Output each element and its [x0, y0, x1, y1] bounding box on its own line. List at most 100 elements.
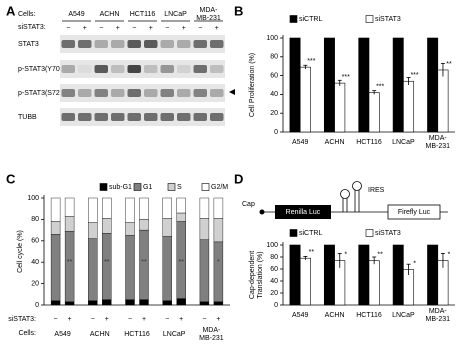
band: [210, 89, 224, 97]
band: [111, 65, 125, 73]
significance: ***: [376, 83, 384, 90]
band: [144, 89, 158, 97]
group-name: LNCaP: [163, 331, 186, 338]
y-label: Cell cycle (%): [17, 230, 24, 273]
bar: [427, 37, 439, 133]
row-label: p-STAT3(S727): [18, 90, 66, 97]
band: [193, 113, 207, 121]
legend-swatch: [289, 15, 298, 23]
band: [127, 113, 141, 121]
band: [210, 113, 224, 121]
legend-swatch: [365, 15, 374, 23]
band: [111, 113, 125, 121]
bar-segment: [64, 197, 75, 217]
bar-segment: [162, 218, 172, 237]
band: [61, 89, 75, 97]
y-tick-label: 100: [266, 35, 278, 42]
band: [94, 113, 108, 121]
bar-segment: [139, 197, 149, 220]
band: [94, 40, 108, 48]
treatment-sign: −: [66, 25, 70, 32]
significance: *: [344, 251, 347, 258]
bar: [392, 244, 404, 306]
band: [193, 65, 207, 73]
significance: **: [104, 259, 110, 266]
category-label: siSTAT3:: [8, 316, 36, 323]
cap: Cap: [242, 201, 255, 208]
legend-label: G1: [143, 184, 152, 191]
bar: [358, 37, 370, 133]
bar-segment: [50, 221, 61, 235]
significance: **: [309, 249, 315, 256]
y-tick-label: 0: [274, 302, 278, 309]
bar-segment: [102, 197, 112, 219]
y-tick-label: 40: [31, 259, 39, 266]
x-tick-label: A549: [292, 139, 308, 146]
legend-label: S: [177, 184, 182, 191]
bar-segment: [162, 300, 172, 306]
bar-segment: [199, 301, 210, 306]
legend-label: sub-G1: [109, 184, 132, 191]
loop: [340, 189, 350, 199]
x-tick-label: −: [128, 316, 132, 323]
band: [160, 65, 174, 73]
legend-swatch: [289, 229, 298, 237]
y-tick-label: 80: [270, 254, 278, 261]
band: [160, 89, 174, 97]
cell-name: ACHN: [100, 11, 120, 18]
bar-segment: [139, 219, 149, 231]
bar: [334, 82, 346, 133]
band: [78, 65, 92, 73]
firefly: Firefly Luc: [398, 209, 431, 216]
panel-label: D: [234, 171, 243, 186]
legend-swatch: [99, 183, 108, 191]
x-tick-label: MDA-MB-231: [426, 135, 451, 150]
x-tick-label: +: [68, 316, 72, 323]
bar: [427, 244, 439, 306]
bar-segment: [64, 230, 75, 302]
bar-segment: [139, 299, 149, 306]
legend-swatch: [167, 183, 176, 191]
band: [144, 40, 158, 48]
band: [177, 65, 191, 73]
row-label: TUBB: [18, 114, 37, 121]
group-name: HCT116: [124, 331, 150, 338]
treatment-label: siSTAT3:: [18, 24, 46, 31]
band: [61, 65, 75, 73]
band: [111, 40, 125, 48]
y-tick-label: 20: [270, 290, 278, 297]
bar-segment: [50, 300, 61, 306]
x-tick-label: MDA-MB-231: [426, 308, 451, 323]
bar: [368, 92, 380, 133]
y-tick-label: 100: [27, 195, 39, 202]
significance: **: [67, 259, 73, 266]
legend-label: siCTRL: [299, 230, 322, 237]
arrowhead: [229, 89, 235, 95]
treatment-sign: −: [99, 25, 103, 32]
bar-segment: [213, 241, 224, 302]
cell-name: LNCaP: [164, 11, 187, 18]
blot-strip: [60, 84, 225, 102]
row-label: STAT3: [18, 41, 39, 48]
x-tick-label: +: [142, 316, 146, 323]
bar: [289, 244, 301, 306]
group-name: A549: [54, 331, 70, 338]
bar: [403, 80, 415, 133]
x-tick-label: HCT116: [356, 139, 382, 146]
significance: **: [178, 259, 184, 266]
bar: [299, 66, 311, 133]
x-tick-label: +: [105, 316, 109, 323]
panel-label: C: [6, 171, 16, 186]
bar-segment: [64, 301, 75, 306]
renilla: Renilla Luc: [286, 209, 321, 216]
y-tick-label: 40: [270, 91, 278, 98]
significance: *: [217, 259, 220, 266]
bar: [368, 260, 380, 306]
bar-segment: [125, 222, 135, 236]
x-tick-label: LNCaP: [392, 139, 415, 146]
legend-label: siSTAT3: [375, 16, 401, 23]
group-name: MDA-MB-231: [199, 327, 224, 342]
x-tick-label: +: [216, 316, 220, 323]
legend-swatch: [365, 229, 374, 237]
bar-segment: [213, 197, 224, 219]
